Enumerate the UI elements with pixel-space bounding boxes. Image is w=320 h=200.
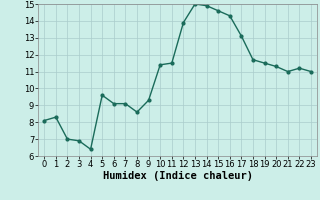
X-axis label: Humidex (Indice chaleur): Humidex (Indice chaleur)	[103, 171, 252, 181]
